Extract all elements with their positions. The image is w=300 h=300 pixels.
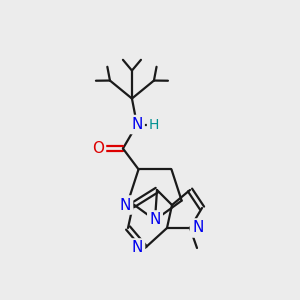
Text: N: N: [149, 212, 161, 227]
Text: N: N: [131, 117, 142, 132]
Text: N: N: [120, 197, 131, 212]
Text: H: H: [149, 118, 159, 131]
Text: N: N: [132, 241, 143, 256]
Text: O: O: [92, 141, 104, 156]
Text: N: N: [192, 220, 203, 236]
